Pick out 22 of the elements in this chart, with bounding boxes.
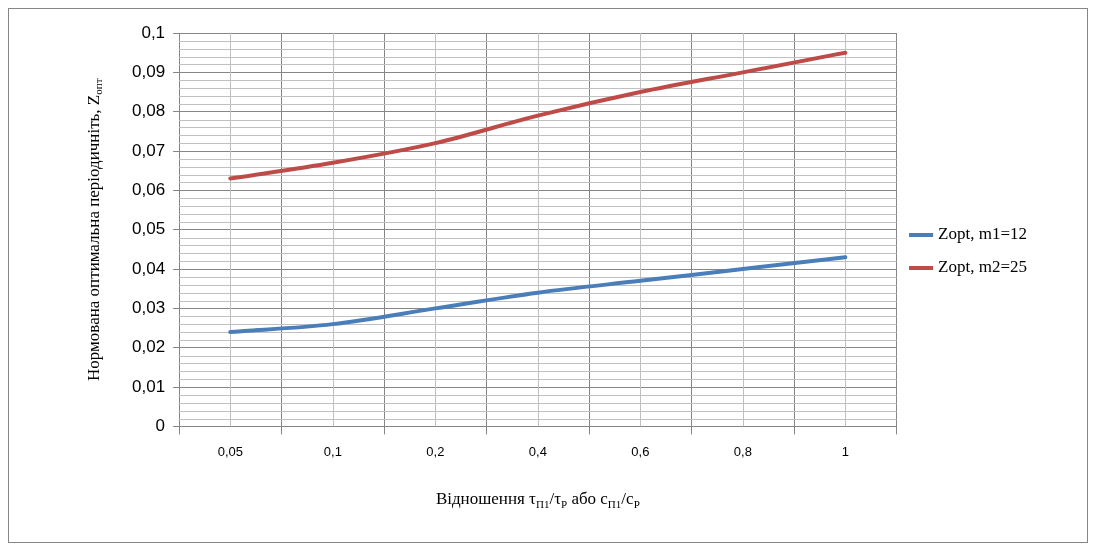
y-tick-label: 0,1 bbox=[141, 22, 166, 42]
y-tick-label: 0,05 bbox=[131, 219, 166, 239]
x-tick-label: 0,8 bbox=[733, 443, 752, 459]
y-tick-label: 0,01 bbox=[131, 376, 166, 396]
legend-label: Zopt, m2=25 bbox=[938, 257, 1027, 277]
y-tick-label: 0,06 bbox=[131, 180, 166, 200]
x-tick-label: 0,1 bbox=[323, 443, 342, 459]
x-tick-label: 0,2 bbox=[426, 443, 445, 459]
y-tick-label: 0,04 bbox=[131, 258, 166, 278]
y-tick-label: 0,08 bbox=[131, 101, 166, 121]
line-series bbox=[228, 255, 848, 334]
y-tick-label: 0,07 bbox=[131, 140, 166, 160]
x-tick-label: 1 bbox=[841, 443, 849, 459]
x-tick-label: 0,05 bbox=[217, 443, 243, 459]
y-tick-label: 0,03 bbox=[131, 298, 166, 318]
y-tick-label: 0,02 bbox=[131, 337, 166, 357]
x-tick-label: 0,4 bbox=[528, 443, 547, 459]
x-tick-label: 0,6 bbox=[631, 443, 650, 459]
line-series bbox=[228, 50, 848, 181]
y-tick-label: 0 bbox=[155, 416, 166, 436]
legend-label: Zopt, m1=12 bbox=[938, 224, 1027, 244]
y-tick-label: 0,09 bbox=[131, 62, 166, 82]
